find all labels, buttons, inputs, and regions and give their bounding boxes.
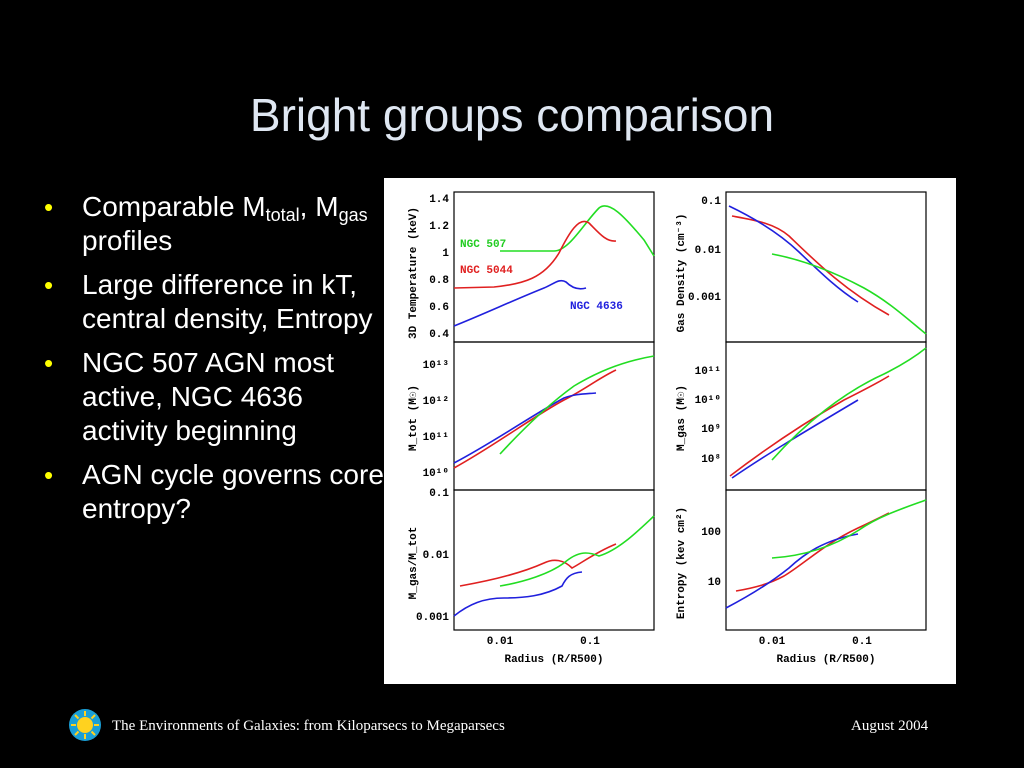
bullet-list: • Comparable Mtotal, Mgas profiles • Lar…	[44, 190, 384, 536]
curve-temp-ngc507	[500, 205, 655, 257]
bullet-item: • NGC 507 AGN most active, NGC 4636 acti…	[44, 347, 335, 446]
curve-dens-ngc5044	[731, 215, 890, 316]
bullet-marker: •	[44, 460, 54, 490]
curve-mgas-ngc4636	[731, 399, 859, 479]
tick-label: 10⁹	[701, 424, 721, 436]
mtot-panel-frame	[453, 341, 655, 491]
curve-entropy-ngc507	[771, 499, 927, 559]
tick-label: 1	[442, 248, 449, 260]
tick-label: 10⁸	[701, 454, 721, 466]
curve-mgas-ngc5044	[729, 375, 890, 477]
mgas-y-label: M_gas (M☉)	[676, 385, 688, 451]
density-panel-frame	[725, 191, 927, 343]
entropy-panel-frame	[725, 489, 927, 631]
curve-dens-ngc4636	[728, 205, 859, 303]
frac-y-label: M_gas/M_tot	[408, 527, 420, 600]
tick-label: 1.4	[429, 194, 449, 206]
footer-conference: The Environments of Galaxies: from Kilop…	[112, 718, 505, 734]
bullet-item: • Comparable Mtotal, Mgas profiles	[44, 191, 368, 256]
sun-logo-icon	[69, 709, 101, 741]
entropy-y-label: Entropy (kev cm²)	[676, 507, 688, 619]
curve-mgas-ngc507	[771, 347, 927, 461]
curve-mtot-ngc507	[499, 355, 655, 455]
tick-label: 0.1	[429, 488, 449, 500]
temp-y-label: 3D Temperature (keV)	[408, 207, 420, 339]
tick-label: 0.6	[429, 302, 449, 314]
curve-dens-ngc507	[771, 253, 927, 335]
curve-frac-ngc5044	[459, 543, 617, 587]
tick-label: 0.8	[429, 275, 449, 287]
tick-label: 0.1	[701, 196, 721, 208]
label-ngc4636: NGC 4636	[570, 301, 623, 313]
curve-mtot-ngc5044	[453, 369, 617, 469]
density-y-label: Gas Density (cm⁻³)	[676, 214, 688, 333]
x-axis-label: Radius (R/R500)	[504, 654, 603, 666]
tick-label: 0.4	[429, 329, 449, 341]
slide-title: Bright groups comparison	[249, 89, 775, 141]
bullet-marker: •	[44, 270, 54, 300]
curve-frac-ngc4636	[453, 571, 583, 617]
tick-label: 0.01	[695, 245, 722, 257]
tick-label: 10¹¹	[423, 432, 449, 444]
curve-temp-ngc4636	[453, 279, 587, 327]
bullet-marker: •	[44, 192, 54, 222]
label-ngc5044: NGC 5044	[460, 265, 513, 277]
figure-svg: 3D Temperature (keV) M_tot (M☉) M_gas/M_…	[408, 191, 927, 666]
tick-label: 10¹³	[423, 360, 449, 372]
tick-label: 0.001	[416, 612, 449, 624]
tick-label: 0.001	[688, 292, 721, 304]
x-axis-label: Radius (R/R500)	[776, 654, 875, 666]
frac-panel-frame	[453, 489, 655, 631]
bullet-item: • AGN cycle governs core entropy?	[44, 459, 384, 524]
tick-label: 1.2	[429, 221, 449, 233]
label-ngc507: NGC 507	[460, 239, 506, 251]
curve-temp-ngc5044	[453, 220, 617, 289]
x-tick-label: 0.01	[759, 636, 786, 648]
tick-label: 0.01	[423, 550, 450, 562]
bullet-item: • Large difference in kT, central densit…	[44, 269, 373, 334]
x-tick-label: 0.1	[852, 636, 872, 648]
comparison-figure: 3D Temperature (keV) M_tot (M☉) M_gas/M_…	[384, 178, 956, 684]
curve-frac-ngc507	[499, 515, 655, 587]
x-tick-label: 0.01	[487, 636, 514, 648]
footer-date: August 2004	[851, 718, 929, 734]
mgas-panel-frame	[725, 341, 927, 491]
mtot-y-label: M_tot (M☉)	[408, 385, 420, 451]
tick-label: 10¹¹	[695, 366, 721, 378]
tick-label: 10¹⁰	[423, 468, 449, 480]
tick-label: 10¹²	[423, 396, 449, 408]
curve-mtot-ngc4636	[453, 392, 597, 464]
curve-entropy-ngc4636	[725, 533, 859, 609]
bullet-marker: •	[44, 348, 54, 378]
tick-label: 100	[701, 527, 721, 539]
tick-label: 10¹⁰	[695, 395, 721, 407]
x-tick-label: 0.1	[580, 636, 600, 648]
tick-label: 10	[708, 577, 721, 589]
